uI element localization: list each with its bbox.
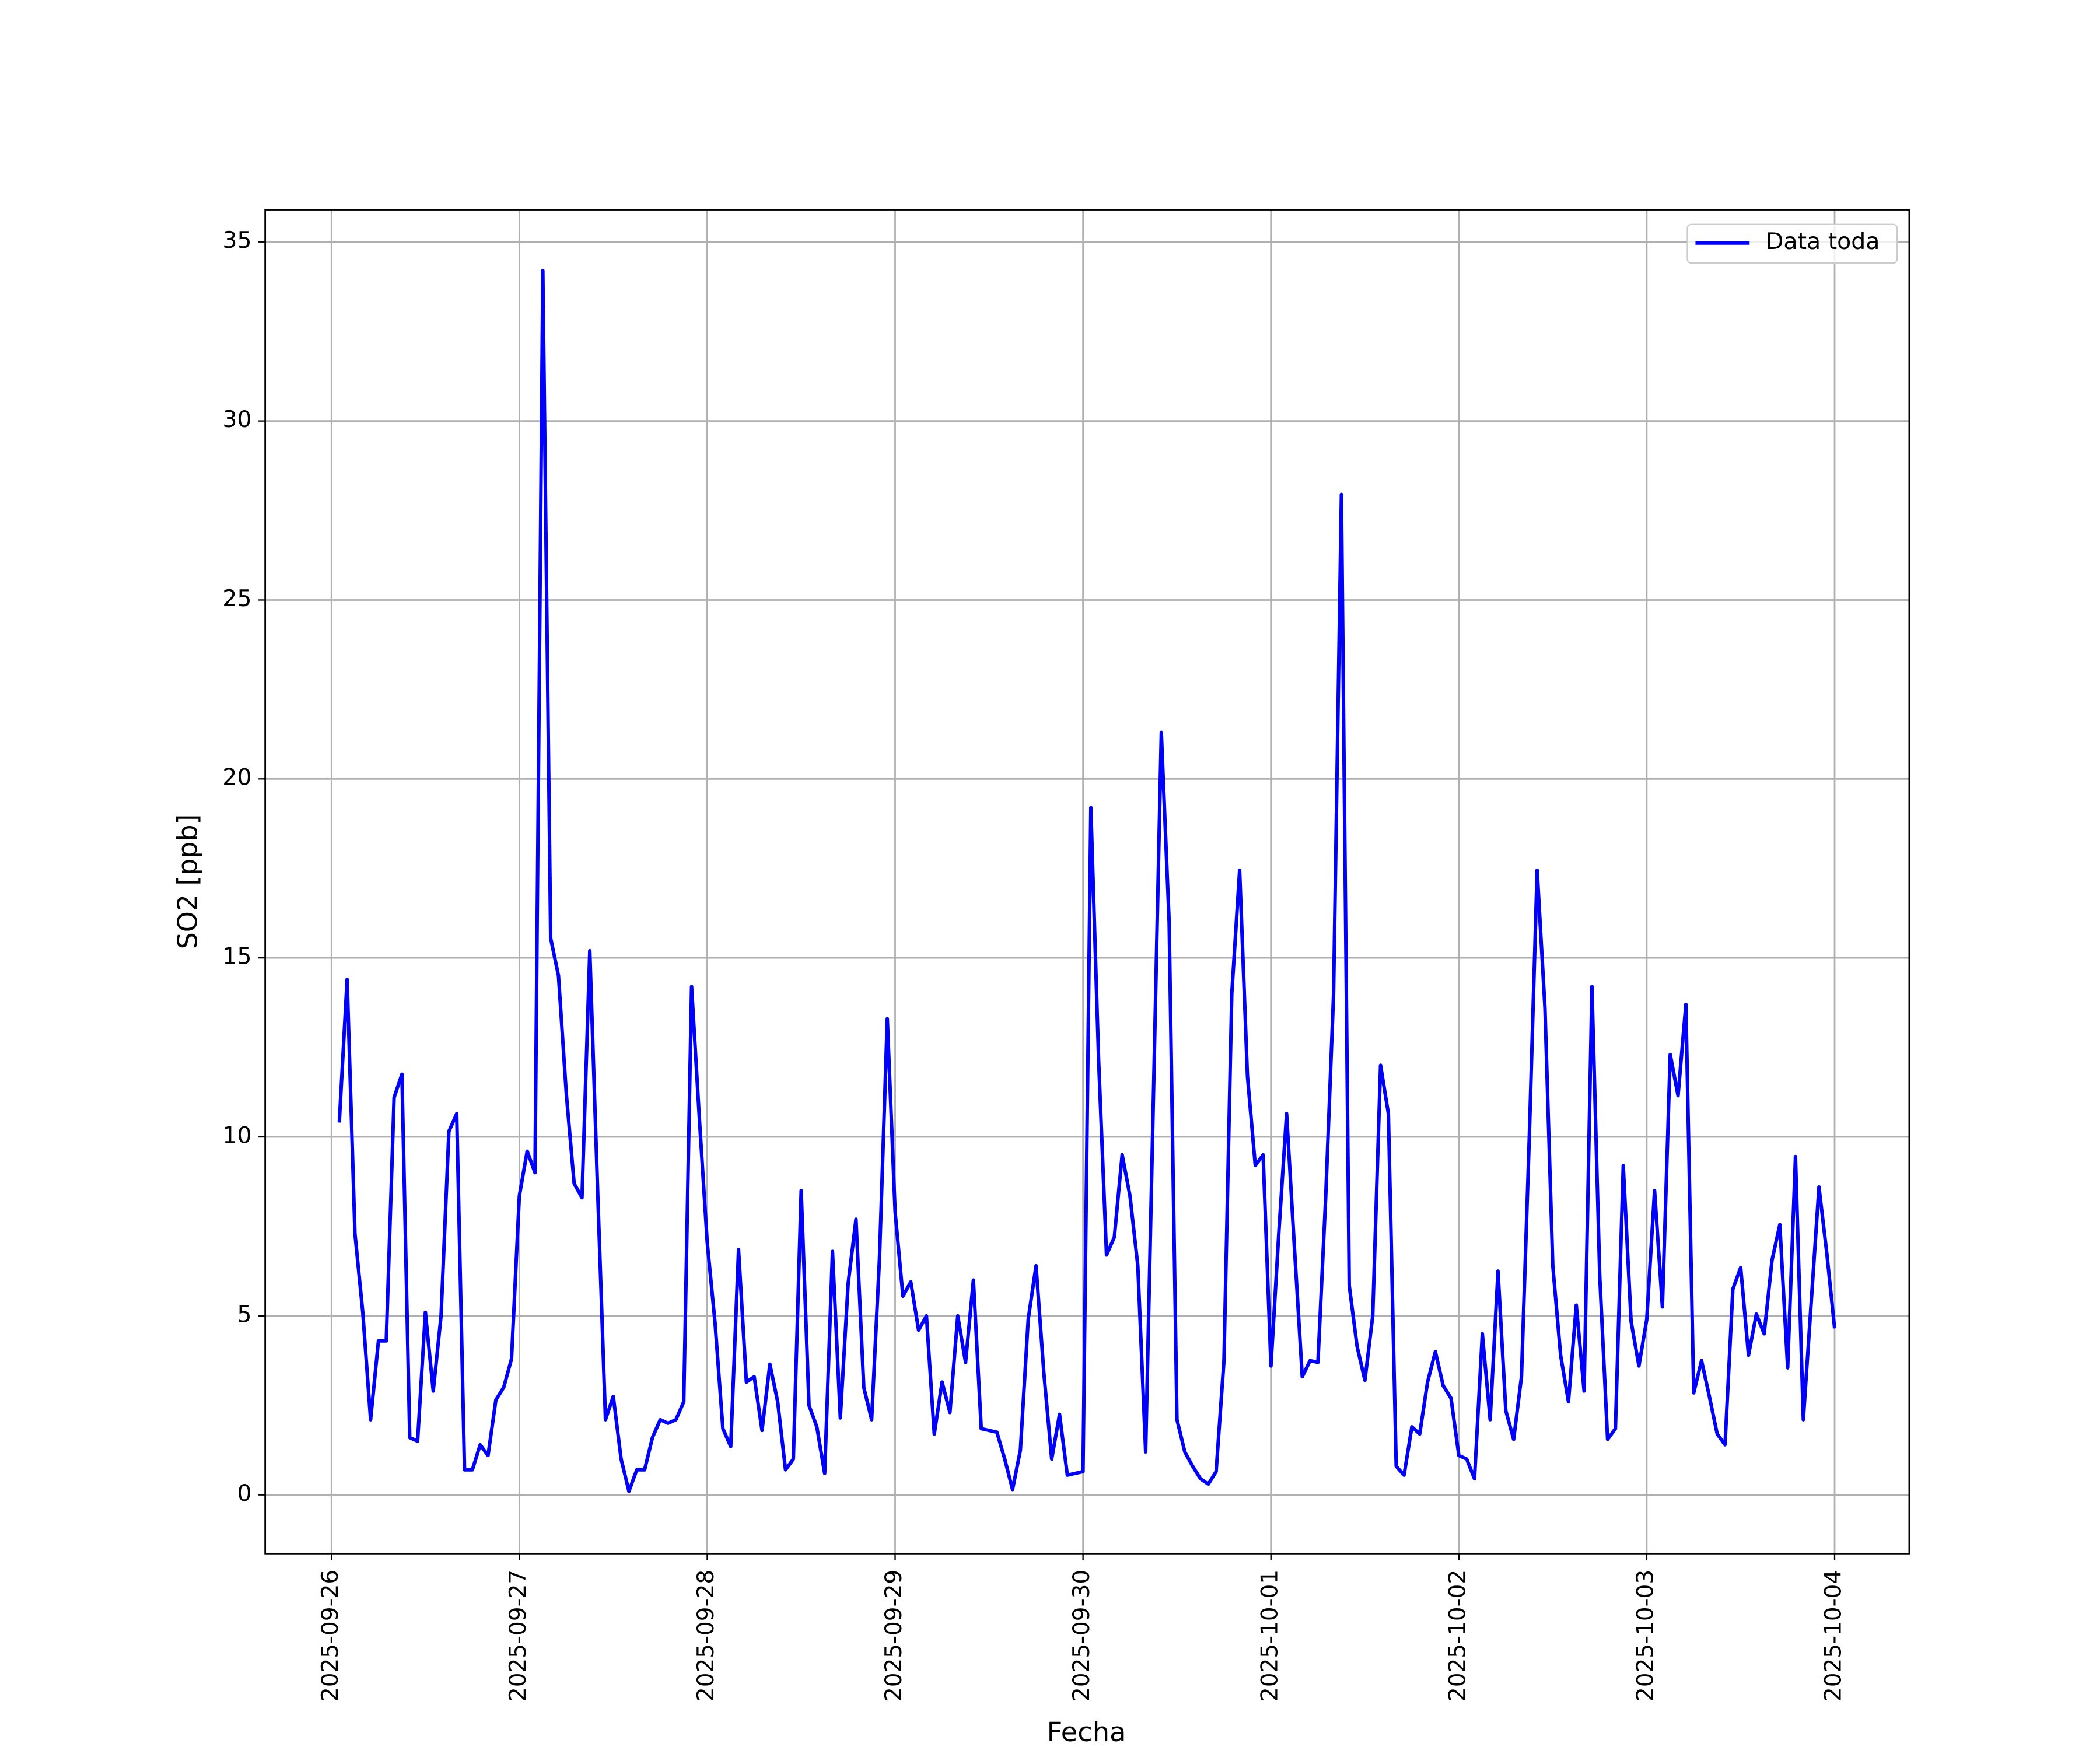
- data-line: [337, 268, 1836, 1493]
- x-tick-label: 2025-09-27: [505, 1570, 531, 1702]
- y-tick-label: 10: [222, 1123, 251, 1149]
- y-tick-label: 25: [222, 586, 251, 612]
- y-axis-label: SO2 [ppb]: [172, 814, 203, 950]
- x-tick-label: 2025-09-26: [317, 1570, 344, 1702]
- legend-box: [1686, 223, 1898, 264]
- x-tick-label: 2025-09-29: [881, 1570, 907, 1702]
- y-tick-label: 20: [222, 765, 251, 791]
- axes-frame: [264, 209, 1910, 1555]
- plot-area: [337, 268, 1836, 1493]
- y-tick-label: 0: [237, 1480, 251, 1507]
- y-tick-label: 5: [237, 1302, 251, 1328]
- y-tick-label: 30: [222, 407, 251, 433]
- y-tick-label: 15: [222, 944, 251, 970]
- y-tick-label: 35: [222, 228, 251, 254]
- legend-label: Data toda: [1766, 229, 1880, 255]
- x-tick-label: 2025-10-03: [1632, 1570, 1658, 1702]
- x-tick-label: 2025-09-28: [693, 1570, 719, 1702]
- x-axis-label: Fecha: [1047, 1716, 1126, 1748]
- x-tick-label: 2025-10-04: [1820, 1570, 1846, 1702]
- x-tick-label: 2025-09-30: [1069, 1570, 1095, 1702]
- x-tick-label: 2025-10-02: [1444, 1570, 1471, 1702]
- x-tick-label: 2025-10-01: [1256, 1570, 1283, 1702]
